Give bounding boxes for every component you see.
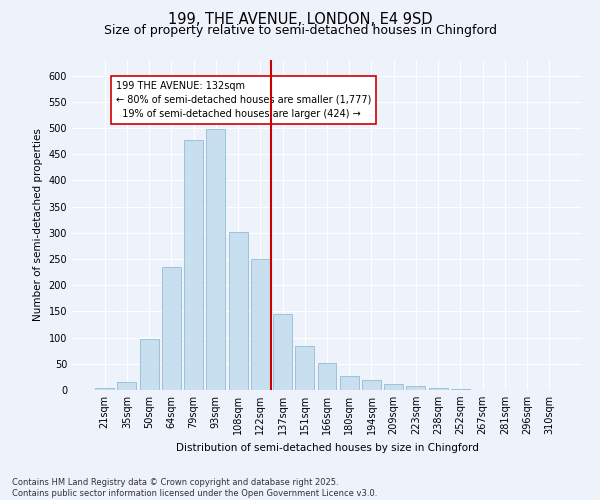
Y-axis label: Number of semi-detached properties: Number of semi-detached properties <box>33 128 43 322</box>
Bar <box>95 388 114 390</box>
Bar <box>340 376 359 390</box>
Bar <box>384 384 403 390</box>
Bar <box>295 346 314 390</box>
Bar <box>317 364 337 390</box>
Bar <box>362 380 381 390</box>
Bar <box>406 386 425 390</box>
Bar <box>229 232 248 390</box>
Bar <box>429 388 448 390</box>
Text: 199 THE AVENUE: 132sqm
← 80% of semi-detached houses are smaller (1,777)
  19% o: 199 THE AVENUE: 132sqm ← 80% of semi-det… <box>116 81 371 119</box>
Text: Contains HM Land Registry data © Crown copyright and database right 2025.
Contai: Contains HM Land Registry data © Crown c… <box>12 478 377 498</box>
Bar <box>162 267 181 390</box>
Bar <box>206 129 225 390</box>
Bar <box>140 339 158 390</box>
Bar <box>251 259 270 390</box>
Text: 199, THE AVENUE, LONDON, E4 9SD: 199, THE AVENUE, LONDON, E4 9SD <box>167 12 433 28</box>
Bar <box>273 314 292 390</box>
X-axis label: Distribution of semi-detached houses by size in Chingford: Distribution of semi-detached houses by … <box>176 442 478 452</box>
Bar <box>118 382 136 390</box>
Text: Size of property relative to semi-detached houses in Chingford: Size of property relative to semi-detach… <box>104 24 497 37</box>
Bar <box>184 140 203 390</box>
